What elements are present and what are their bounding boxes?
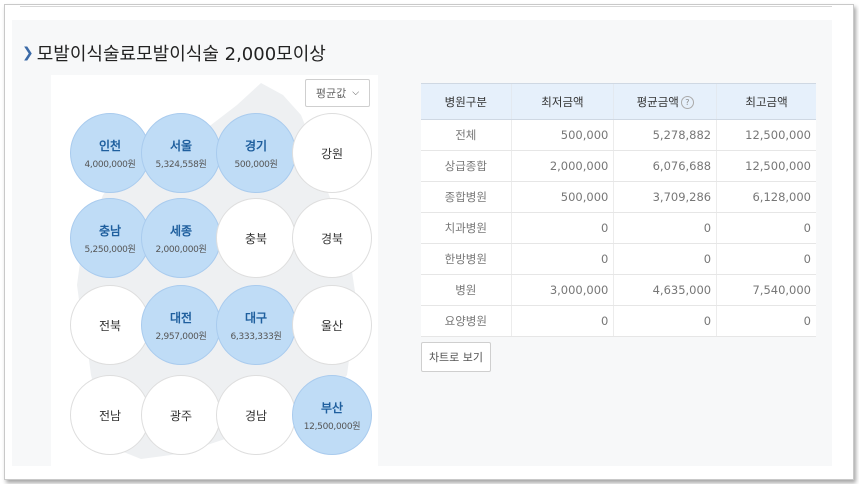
region-circle[interactable]: 대구 6,333,333원 (216, 285, 296, 365)
amount-cell: 0 (716, 212, 816, 244)
region-circle[interactable]: 경기 500,000원 (216, 113, 296, 193)
amount-cell: 0 (613, 305, 717, 337)
amount-cell: 0 (613, 243, 717, 275)
header-hospital-type: 병원구분 (421, 83, 512, 120)
region-circle[interactable]: 경북 (292, 198, 372, 278)
header-min: 최저금액 (510, 83, 614, 120)
amount-cell: 5,278,882 (613, 119, 717, 151)
chart-view-button[interactable]: 차트로 보기 (421, 342, 491, 372)
region-name: 울산 (320, 318, 344, 333)
chevron-down-icon: ⌵ (352, 88, 360, 98)
region-value: 5,324,558원 (155, 159, 207, 170)
amount-cell: 6,128,000 (716, 181, 816, 213)
region-name: 서울 (169, 138, 193, 153)
hospital-type-cell: 한방병원 (421, 243, 512, 275)
average-select-label: 평균값 (315, 87, 347, 100)
amount-cell: 3,709,286 (613, 181, 717, 213)
region-name: 전남 (98, 408, 122, 423)
region-name: 경기 (244, 138, 268, 153)
table-row: 한방병원 0 0 0 (421, 243, 816, 275)
region-name: 전북 (98, 318, 122, 333)
header-avg-label: 평균금액 (636, 94, 679, 109)
header-max: 최고금액 (716, 83, 816, 120)
price-table: 병원구분 최저금액 평균금액? 최고금액 전체 500,000 5,278,882 1… (421, 83, 816, 337)
region-value: 2,000,000원 (155, 244, 207, 255)
region-value: 5,250,000원 (84, 244, 136, 255)
table-row: 상급종합 2,000,000 6,076,688 12,500,000 (421, 150, 816, 182)
amount-cell: 0 (716, 243, 816, 275)
amount-cell: 6,076,688 (613, 150, 717, 182)
table-row: 전체 500,000 5,278,882 12,500,000 (421, 119, 816, 151)
amount-cell: 0 (613, 212, 717, 244)
table-header-row: 병원구분 최저금액 평균금액? 최고금액 (421, 83, 816, 120)
region-circle[interactable]: 대전 2,957,000원 (141, 285, 221, 365)
amount-cell: 0 (716, 305, 816, 337)
region-name: 충북 (244, 231, 268, 246)
header-avg: 평균금액? (613, 83, 717, 120)
hospital-type-cell: 상급종합 (421, 150, 512, 182)
top-divider (20, 6, 832, 7)
page-title: ❯ 모발이식술료모발이식술 2,000모이상 (22, 40, 326, 66)
region-name: 대전 (169, 310, 193, 325)
amount-cell: 500,000 (510, 181, 614, 213)
hospital-type-cell: 종합병원 (421, 181, 512, 213)
region-value: 500,000원 (234, 159, 278, 170)
amount-cell: 500,000 (510, 119, 614, 151)
help-icon[interactable]: ? (680, 95, 694, 109)
table-row: 병원 3,000,000 4,635,000 7,540,000 (421, 274, 816, 306)
region-circle[interactable]: 울산 (292, 285, 372, 365)
region-value: 6,333,333원 (230, 331, 282, 342)
amount-cell: 0 (510, 212, 614, 244)
amount-cell: 7,540,000 (716, 274, 816, 306)
region-name: 충남 (98, 223, 122, 238)
region-circle[interactable]: 부산 12,500,000원 (292, 375, 372, 455)
region-circle[interactable]: 전남 (70, 375, 150, 455)
table-row: 치과병원 0 0 0 (421, 212, 816, 244)
region-value: 12,500,000원 (303, 421, 361, 432)
hospital-type-cell: 요양병원 (421, 305, 512, 337)
page-title-text: 모발이식술료모발이식술 2,000모이상 (36, 44, 326, 65)
amount-cell: 12,500,000 (716, 119, 816, 151)
region-circle[interactable]: 충북 (216, 198, 296, 278)
region-circle[interactable]: 광주 (141, 375, 221, 455)
amount-cell: 0 (510, 243, 614, 275)
region-value: 4,000,000원 (84, 159, 136, 170)
region-circle[interactable]: 인천 4,000,000원 (70, 113, 150, 193)
region-name: 세종 (169, 223, 193, 238)
amount-cell: 2,000,000 (510, 150, 614, 182)
region-name: 경남 (244, 408, 268, 423)
amount-cell: 3,000,000 (510, 274, 614, 306)
region-circle[interactable]: 경남 (216, 375, 296, 455)
amount-cell: 4,635,000 (613, 274, 717, 306)
table-row: 종합병원 500,000 3,709,286 6,128,000 (421, 181, 816, 213)
hospital-type-cell: 치과병원 (421, 212, 512, 244)
region-name: 대구 (244, 310, 268, 325)
table-row: 요양병원 0 0 0 (421, 305, 816, 337)
chevron-right-icon: ❯ (22, 45, 34, 61)
region-name: 인천 (98, 138, 122, 153)
region-name: 부산 (320, 400, 344, 415)
region-value: 2,957,000원 (155, 331, 207, 342)
region-name: 강원 (320, 146, 344, 161)
region-circle[interactable]: 충남 5,250,000원 (70, 198, 150, 278)
region-circle[interactable]: 세종 2,000,000원 (141, 198, 221, 278)
amount-cell: 0 (510, 305, 614, 337)
region-circle[interactable]: 전북 (70, 285, 150, 365)
region-circle[interactable]: 서울 5,324,558원 (141, 113, 221, 193)
amount-cell: 12,500,000 (716, 150, 816, 182)
region-circle[interactable]: 강원 (292, 113, 372, 193)
region-name: 경북 (320, 231, 344, 246)
region-name: 광주 (169, 408, 193, 423)
hospital-type-cell: 전체 (421, 119, 512, 151)
average-select[interactable]: 평균값 ⌵ (305, 79, 370, 107)
hospital-type-cell: 병원 (421, 274, 512, 306)
